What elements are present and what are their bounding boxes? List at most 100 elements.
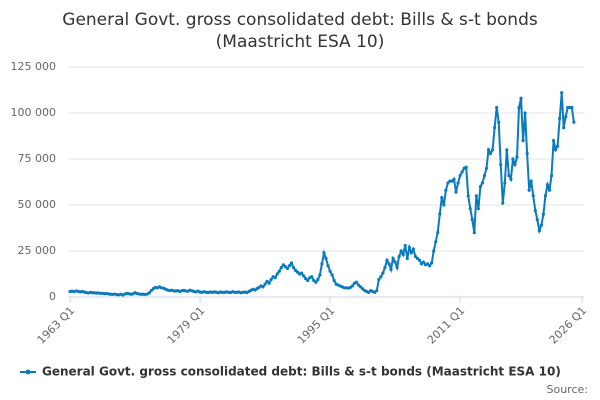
data-point bbox=[320, 262, 324, 266]
legend-label: General Govt. gross consolidated debt: B… bbox=[42, 365, 561, 379]
y-tick-label: 75 000 bbox=[18, 152, 57, 165]
data-point bbox=[383, 265, 387, 270]
data-point bbox=[413, 254, 417, 259]
data-point bbox=[381, 271, 385, 275]
data-point bbox=[387, 262, 391, 266]
data-point bbox=[273, 276, 277, 280]
data-point bbox=[434, 240, 438, 244]
data-point bbox=[279, 265, 283, 270]
data-point bbox=[444, 188, 448, 192]
data-point bbox=[486, 148, 491, 152]
data-point bbox=[491, 148, 495, 152]
data-point bbox=[395, 265, 399, 270]
data-point bbox=[474, 194, 478, 198]
data-point bbox=[531, 194, 535, 198]
data-point bbox=[302, 274, 306, 278]
data-point bbox=[472, 231, 476, 235]
data-point bbox=[375, 288, 379, 293]
data-point bbox=[482, 173, 487, 178]
data-point bbox=[535, 218, 539, 222]
data-point bbox=[509, 177, 513, 181]
x-tick-label: 1963 Q1 bbox=[35, 304, 78, 347]
data-point bbox=[399, 249, 403, 253]
data-point bbox=[452, 177, 456, 181]
data-point bbox=[318, 273, 322, 277]
data-point bbox=[295, 270, 300, 274]
data-point bbox=[265, 279, 269, 283]
data-point bbox=[558, 116, 562, 121]
data-point bbox=[350, 284, 355, 288]
data-point bbox=[428, 264, 432, 268]
data-point bbox=[497, 120, 501, 124]
data-point bbox=[539, 223, 543, 227]
data-point bbox=[432, 249, 436, 253]
data-point bbox=[385, 258, 389, 262]
data-point bbox=[488, 151, 493, 156]
data-point bbox=[460, 170, 464, 174]
x-tick-label: 1995 Q1 bbox=[295, 304, 338, 347]
data-point bbox=[495, 105, 499, 110]
data-point bbox=[438, 212, 442, 216]
data-point bbox=[501, 201, 505, 205]
data-point bbox=[304, 277, 308, 281]
data-point bbox=[419, 262, 424, 266]
data-point bbox=[326, 264, 330, 268]
data-point bbox=[458, 173, 462, 178]
data-point bbox=[281, 263, 285, 267]
data-point bbox=[149, 288, 153, 293]
data-point bbox=[511, 157, 515, 161]
data-point bbox=[560, 91, 564, 95]
data-point bbox=[543, 194, 548, 198]
data-point bbox=[358, 285, 363, 289]
data-point bbox=[556, 144, 560, 148]
data-point bbox=[393, 260, 397, 264]
data-point bbox=[263, 282, 267, 286]
data-point bbox=[391, 256, 395, 260]
data-point bbox=[356, 283, 361, 287]
data-point bbox=[562, 126, 566, 130]
data-point bbox=[533, 208, 537, 213]
data-point bbox=[411, 247, 415, 251]
data-point bbox=[572, 120, 576, 124]
data-point bbox=[425, 262, 430, 266]
data-point bbox=[324, 256, 328, 260]
data-point bbox=[503, 181, 507, 185]
data-point bbox=[476, 207, 480, 211]
data-point bbox=[517, 105, 521, 110]
data-point bbox=[436, 231, 440, 235]
data-point bbox=[277, 269, 281, 273]
data-point bbox=[570, 105, 574, 110]
data-point bbox=[403, 243, 407, 248]
data-point bbox=[397, 254, 401, 259]
data-point bbox=[537, 229, 541, 233]
y-tick-label: 25 000 bbox=[18, 244, 57, 257]
data-point bbox=[484, 166, 489, 170]
data-point bbox=[547, 188, 552, 192]
data-point bbox=[287, 264, 292, 268]
data-point bbox=[464, 165, 468, 169]
data-point bbox=[147, 291, 151, 295]
data-point bbox=[553, 148, 558, 152]
data-point bbox=[360, 287, 365, 291]
data-point bbox=[407, 245, 411, 249]
data-point bbox=[405, 256, 409, 260]
x-tick-label: 2011 Q1 bbox=[425, 304, 468, 347]
y-tick-label: 0 bbox=[49, 290, 56, 303]
data-point bbox=[300, 271, 304, 275]
data-point bbox=[401, 253, 405, 257]
data-point bbox=[316, 277, 320, 282]
data-point bbox=[519, 96, 523, 100]
y-tick-label: 125 000 bbox=[11, 60, 57, 73]
data-point bbox=[261, 285, 265, 289]
data-point bbox=[275, 272, 279, 276]
y-tick-label: 100 000 bbox=[11, 106, 57, 119]
data-point bbox=[493, 126, 497, 130]
data-point bbox=[269, 277, 273, 282]
data-point bbox=[549, 173, 554, 178]
x-tick-label: 2026 Q1 bbox=[547, 304, 590, 347]
data-point bbox=[564, 115, 568, 119]
data-point bbox=[330, 273, 334, 277]
data-point bbox=[322, 251, 326, 255]
x-tick-label: 1979 Q1 bbox=[165, 304, 208, 347]
